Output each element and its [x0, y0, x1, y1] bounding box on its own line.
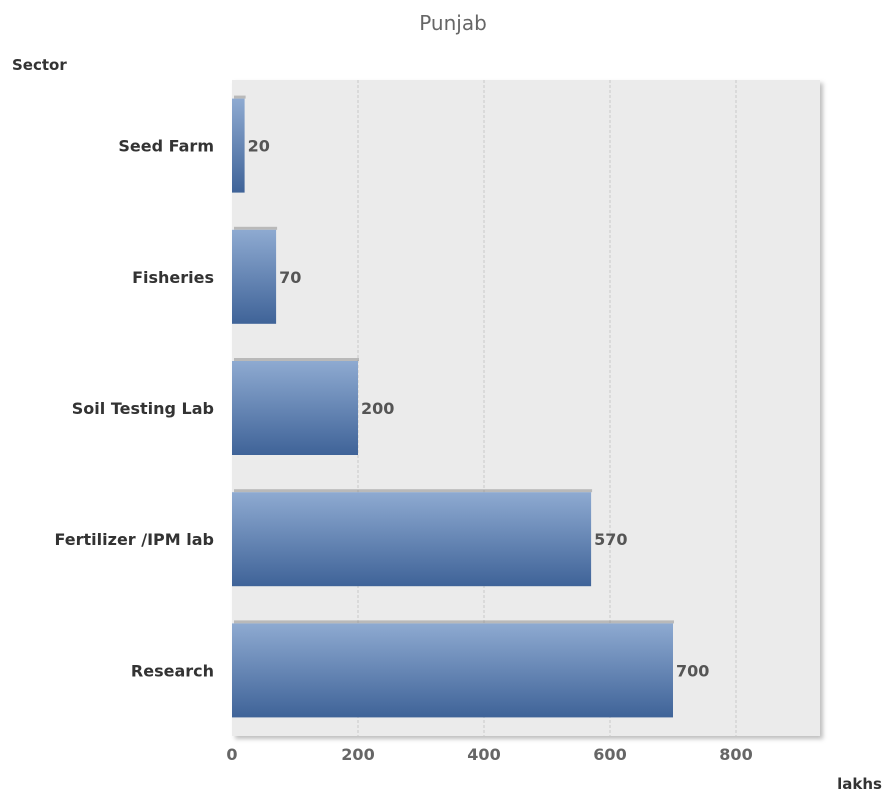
x-tick-label: 0 [226, 745, 237, 764]
category-label: Fisheries [132, 268, 214, 287]
labels: 0 200 400 600 800 Seed Farm 20 Fisheries 70 Soil … [55, 137, 753, 764]
chart-title: Punjab [419, 11, 487, 35]
data-label: 200 [361, 399, 394, 418]
category-label: Seed Farm [118, 137, 214, 156]
x-tick-label: 400 [467, 745, 500, 764]
bar [232, 361, 358, 455]
category-label: Research [131, 661, 214, 680]
data-label: 20 [248, 137, 270, 156]
category-label: Soil Testing Lab [72, 399, 214, 418]
data-label: 70 [279, 268, 301, 287]
bar-shadow [234, 226, 278, 230]
x-tick-label: 600 [593, 745, 626, 764]
bar [232, 623, 673, 718]
bar-shadow [234, 95, 246, 99]
category-label: Fertilizer /IPM lab [55, 530, 215, 549]
bars [232, 95, 674, 718]
x-tick-label: 200 [341, 745, 374, 764]
bar [232, 98, 245, 193]
x-axis-title: lakhs [837, 775, 882, 790]
bar [232, 229, 277, 324]
y-axis-title: Sector [12, 56, 67, 74]
data-label: 570 [594, 530, 627, 549]
bar-shadow [234, 489, 593, 493]
data-label: 700 [676, 661, 709, 680]
bar [232, 492, 592, 587]
bar-shadow [234, 358, 359, 361]
bar-shadow [234, 620, 674, 624]
x-tick-label: 800 [719, 745, 752, 764]
